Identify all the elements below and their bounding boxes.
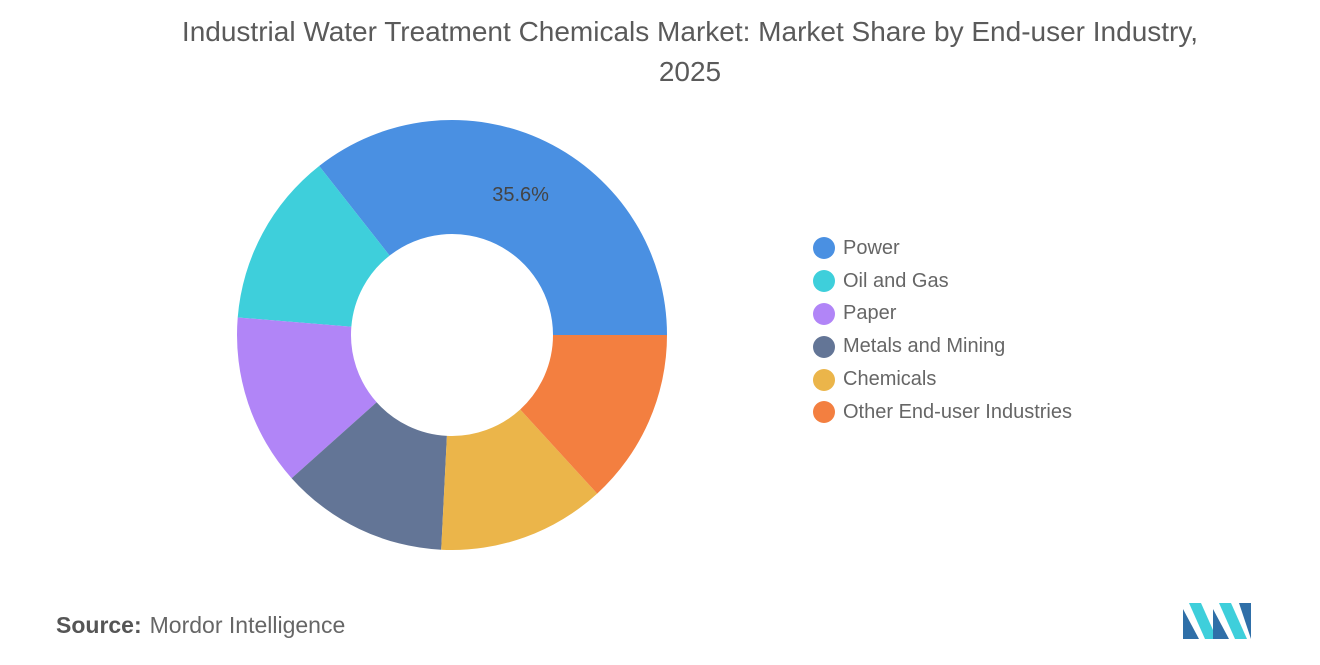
legend-swatch [813,237,835,260]
source-text: Mordor Intelligence [149,612,346,638]
mordor-logo [1183,603,1251,639]
legend-item: Oil and Gas [813,265,1072,298]
legend-label: Metals and Mining [843,335,1006,358]
data-label: 35.6% [492,184,549,206]
slice-paper [237,317,377,479]
slice-power [319,119,667,335]
slice-chemicals [441,409,598,551]
legend-swatch [813,335,835,358]
legend-label: Other End-user Industries [843,400,1072,423]
legend-item: Other End-user Industries [813,396,1072,429]
legend: Power Oil and Gas Paper Metals and Mining Ch… [813,232,1072,429]
legend-swatch [813,302,835,325]
legend-item: Paper [813,298,1072,331]
source-label: Source: [56,612,142,638]
legend-label: Oil and Gas [843,269,949,292]
legend-item: Metals and Mining [813,330,1072,363]
source: Source: Mordor Intelligence [56,612,345,639]
legend-swatch [813,270,835,293]
legend-label: Chemicals [843,368,937,391]
legend-label: Power [843,236,900,259]
legend-item: Chemicals [813,363,1072,396]
legend-item: Power [813,232,1072,265]
legend-swatch [813,368,835,391]
slice-other-end-user-industries [520,335,667,494]
legend-label: Paper [843,302,897,325]
slice-metals-and-mining [291,402,447,550]
chart-title: Industrial Water Treatment Chemicals Mar… [181,16,1199,87]
legend-swatch [813,401,835,424]
slice-oil-and-gas [237,165,390,327]
